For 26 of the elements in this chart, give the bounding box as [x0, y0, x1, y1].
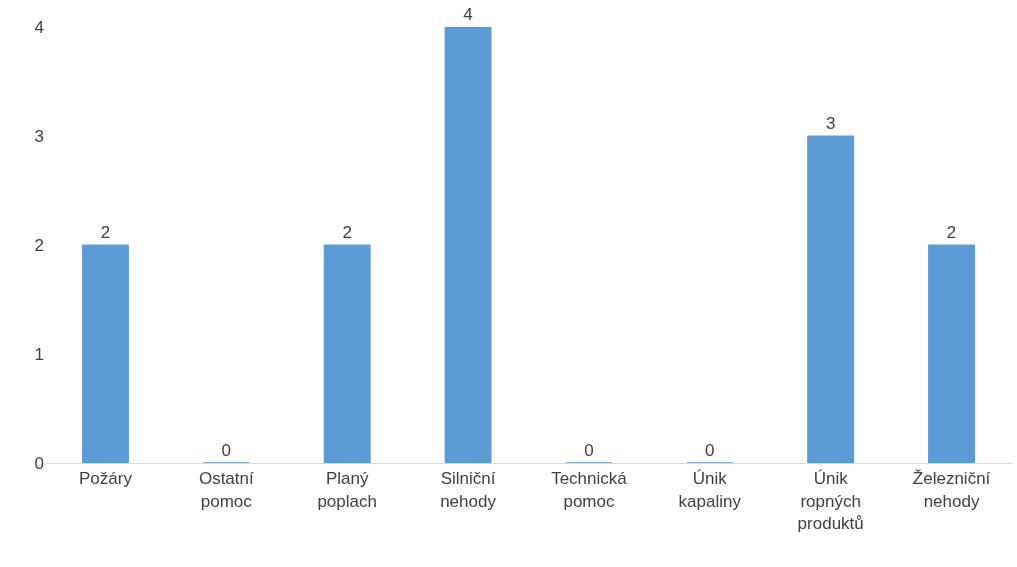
- y-tick-label: 1: [34, 344, 44, 364]
- data-label: 0: [705, 441, 715, 460]
- data-label: 2: [100, 223, 111, 242]
- x-tick-label: Požáry: [78, 469, 133, 489]
- data-label: 3: [825, 114, 836, 133]
- x-tick-label: Planý poplach: [317, 469, 377, 511]
- x-tick-label: Silniční nehody: [440, 469, 497, 511]
- data-label: 2: [946, 223, 957, 242]
- y-tick-label: 4: [34, 17, 44, 37]
- bar: [323, 244, 371, 463]
- data-label: 0: [221, 441, 232, 460]
- x-tick-label: Ostatní pomoc: [198, 469, 254, 511]
- bar: [81, 244, 129, 463]
- y-tick-label: 2: [34, 235, 44, 255]
- x-tick-label: Železniční nehody: [912, 469, 991, 511]
- data-label: 0: [584, 441, 594, 460]
- bar: [928, 244, 976, 463]
- bar: [807, 135, 855, 463]
- data-label: 4: [463, 5, 473, 24]
- bar: [444, 27, 492, 463]
- x-tick-label: Technická pomoc: [551, 469, 628, 511]
- x-tick-label: Únik ropných produktů: [797, 469, 864, 533]
- data-label: 2: [342, 223, 352, 242]
- y-tick-label: 3: [34, 126, 44, 146]
- y-tick-label: 0: [34, 453, 44, 473]
- x-tick-label: Únik kapaliny: [678, 469, 742, 511]
